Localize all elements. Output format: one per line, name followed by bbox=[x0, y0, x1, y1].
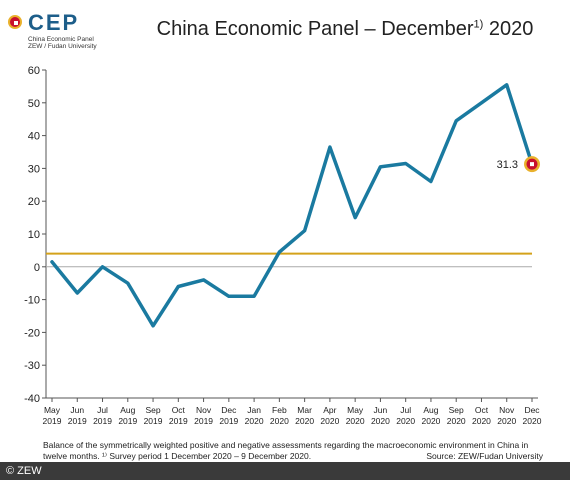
chart-title: China Economic Panel – December1) 2020 bbox=[130, 18, 560, 41]
y-tick-label: 40 bbox=[28, 131, 40, 143]
x-tick-label-year: 2020 bbox=[497, 416, 516, 426]
last-value-label: 31.3 bbox=[497, 159, 518, 171]
y-tick-label: 0 bbox=[34, 262, 40, 274]
x-tick-label-year: 2020 bbox=[396, 416, 415, 426]
x-tick-label-year: 2020 bbox=[472, 416, 491, 426]
x-tick-label-month: Nov bbox=[499, 405, 515, 415]
x-tick-label-year: 2019 bbox=[43, 416, 62, 426]
x-tick-label-month: Oct bbox=[475, 405, 489, 415]
y-tick-label: -10 bbox=[24, 295, 40, 307]
x-tick-label-year: 2019 bbox=[194, 416, 213, 426]
footnote-line-2: twelve months. ¹⁾ Survey period 1 Decemb… bbox=[43, 451, 312, 461]
x-tick-label-month: Dec bbox=[524, 405, 540, 415]
x-tick-label-year: 2019 bbox=[93, 416, 112, 426]
x-tick-label-month: Mar bbox=[297, 405, 312, 415]
y-tick-label: -40 bbox=[24, 393, 40, 405]
x-tick-label-month: Jul bbox=[400, 405, 411, 415]
x-tick-label-month: Nov bbox=[196, 405, 212, 415]
logo-subtitle-2: ZEW / Fudan University bbox=[28, 43, 97, 50]
cep-logo-icon bbox=[8, 15, 22, 29]
title-main: China Economic Panel – December bbox=[156, 18, 474, 40]
y-tick-label: 60 bbox=[28, 65, 40, 77]
x-tick-label-month: May bbox=[347, 405, 364, 415]
y-tick-label: -20 bbox=[24, 327, 40, 339]
x-tick-label-year: 2020 bbox=[421, 416, 440, 426]
x-tick-label-month: Aug bbox=[423, 405, 438, 415]
chart-footnote: Balance of the symmetrically weighted po… bbox=[43, 440, 543, 462]
x-tick-label-month: Sep bbox=[449, 405, 464, 415]
x-tick-label-month: May bbox=[44, 405, 61, 415]
logo-name: CEP bbox=[28, 10, 80, 35]
y-tick-label: 50 bbox=[28, 98, 40, 110]
title-year: 2020 bbox=[483, 18, 534, 40]
copyright-bar: © ZEW bbox=[0, 462, 570, 480]
x-tick-label-year: 2020 bbox=[447, 416, 466, 426]
x-tick-label-month: Jun bbox=[374, 405, 388, 415]
x-tick-label-month: Apr bbox=[323, 405, 336, 415]
footnote-line-1: Balance of the symmetrically weighted po… bbox=[43, 440, 529, 450]
logo-subtitle-1: China Economic Panel bbox=[28, 36, 94, 43]
footnote-source: Source: ZEW/Fudan University bbox=[426, 451, 543, 461]
x-tick-label-year: 2019 bbox=[118, 416, 137, 426]
last-point-marker-center bbox=[530, 162, 534, 167]
x-tick-label-month: Jul bbox=[97, 405, 108, 415]
x-tick-label-year: 2020 bbox=[245, 416, 264, 426]
x-tick-label-month: Jun bbox=[70, 405, 84, 415]
x-tick-label-month: Aug bbox=[120, 405, 135, 415]
x-tick-label-year: 2020 bbox=[371, 416, 390, 426]
x-tick-label-month: Sep bbox=[145, 405, 160, 415]
x-tick-label-year: 2020 bbox=[346, 416, 365, 426]
x-tick-label-year: 2020 bbox=[295, 416, 314, 426]
x-tick-label-year: 2019 bbox=[169, 416, 188, 426]
x-tick-label-month: Jan bbox=[247, 405, 261, 415]
series-line bbox=[50, 83, 534, 328]
x-tick-label-year: 2019 bbox=[144, 416, 163, 426]
line-chart: 6050403020100-10-20-30-40May2019Jun2019J… bbox=[24, 65, 542, 426]
x-tick-label-year: 2020 bbox=[270, 416, 289, 426]
x-tick-label-year: 2020 bbox=[320, 416, 339, 426]
y-tick-label: 10 bbox=[28, 229, 40, 241]
y-tick-label: 30 bbox=[28, 163, 40, 175]
x-tick-label-month: Dec bbox=[221, 405, 237, 415]
title-footnote-mark: 1) bbox=[473, 18, 484, 31]
y-tick-label: -30 bbox=[24, 360, 40, 372]
x-tick-label-month: Feb bbox=[272, 405, 287, 415]
x-tick-label-year: 2020 bbox=[523, 416, 542, 426]
x-tick-label-month: Oct bbox=[172, 405, 186, 415]
x-tick-label-year: 2019 bbox=[68, 416, 87, 426]
cep-logo: CEP China Economic Panel ZEW / Fudan Uni… bbox=[8, 12, 128, 52]
y-tick-label: 20 bbox=[28, 196, 40, 208]
x-tick-label-year: 2019 bbox=[219, 416, 238, 426]
